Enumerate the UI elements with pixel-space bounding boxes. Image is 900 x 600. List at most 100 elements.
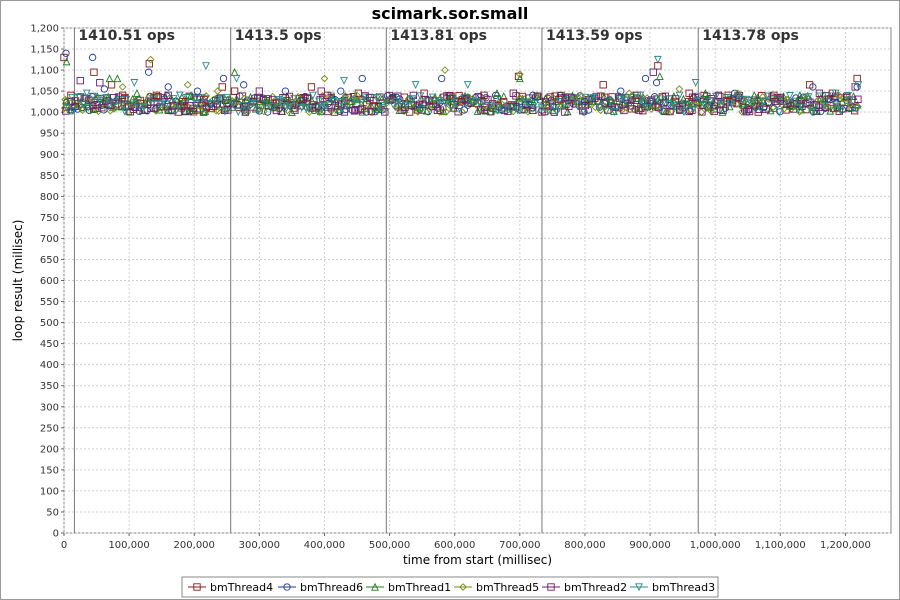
y-tick-label: 0 — [53, 529, 59, 540]
data-point — [277, 107, 285, 115]
data-point — [392, 98, 401, 107]
data-point — [184, 102, 192, 111]
data-point — [619, 94, 628, 103]
data-point — [844, 91, 853, 100]
y-tick-label: 50 — [46, 507, 59, 518]
x-tick-label: 100,000 — [108, 540, 149, 551]
data-point — [636, 91, 645, 100]
data-point — [537, 104, 546, 113]
data-point — [486, 101, 495, 110]
series-bmThread3 — [82, 55, 863, 100]
data-point — [409, 95, 418, 104]
data-point — [68, 94, 76, 102]
legend-label: bmThread4 — [210, 581, 273, 594]
series-bmThread1 — [62, 57, 804, 116]
data-point — [172, 106, 180, 115]
data-point — [778, 101, 787, 109]
x-tick-label: 800,000 — [564, 540, 605, 551]
data-point — [641, 74, 650, 83]
data-point — [223, 93, 232, 102]
data-point — [425, 104, 434, 113]
y-tick-label: 250 — [40, 423, 59, 434]
data-point — [493, 95, 501, 103]
data-point — [661, 95, 670, 104]
data-point — [573, 102, 582, 111]
data-point — [635, 583, 643, 592]
data-point — [152, 91, 161, 99]
data-point — [193, 87, 202, 95]
data-point — [302, 104, 311, 113]
data-point — [417, 96, 426, 104]
data-point — [201, 106, 210, 115]
data-point — [653, 55, 662, 64]
data-point — [615, 95, 624, 104]
iteration-ops-label: 1413.5 ops — [235, 28, 322, 44]
data-point — [110, 93, 118, 102]
data-point — [731, 89, 739, 97]
data-point — [457, 97, 465, 106]
data-point — [260, 107, 268, 116]
legend-label: bmThread2 — [564, 581, 627, 594]
data-point — [255, 87, 264, 95]
data-point — [105, 100, 114, 109]
data-point — [62, 49, 70, 57]
data-point — [463, 81, 472, 90]
legend-label: bmThread5 — [476, 581, 539, 594]
data-point — [317, 104, 326, 112]
data-point — [285, 102, 294, 111]
data-point — [548, 102, 557, 111]
data-point — [441, 66, 449, 74]
data-point — [745, 96, 754, 105]
data-point — [821, 102, 829, 111]
data-point — [60, 104, 69, 112]
data-point — [410, 102, 419, 111]
data-point — [809, 83, 817, 91]
data-point — [356, 106, 364, 114]
data-point — [140, 102, 148, 111]
data-point — [689, 105, 698, 114]
data-point — [655, 72, 664, 81]
data-point — [531, 99, 540, 108]
data-point — [118, 91, 127, 99]
data-point — [797, 103, 806, 112]
data-point — [402, 101, 411, 110]
legend-item: bmThread5 — [454, 581, 539, 594]
data-point — [251, 104, 260, 113]
data-point — [482, 94, 490, 102]
data-point — [491, 102, 500, 111]
data-point — [528, 106, 537, 114]
data-point — [503, 104, 512, 113]
data-point — [734, 89, 742, 98]
data-point — [371, 108, 379, 116]
data-point — [175, 91, 184, 100]
data-point — [327, 104, 335, 112]
data-point — [199, 107, 208, 116]
data-point — [102, 94, 111, 102]
data-point — [98, 104, 106, 112]
data-point — [475, 98, 484, 107]
data-point — [290, 94, 299, 103]
data-point — [831, 101, 840, 110]
y-tick-label: 500 — [40, 318, 59, 329]
data-point — [321, 101, 330, 110]
data-point — [529, 91, 537, 99]
data-point — [747, 97, 755, 106]
data-point — [152, 107, 160, 115]
iteration-ops-label: 1413.78 ops — [702, 28, 799, 44]
data-point — [131, 103, 139, 112]
data-point — [821, 103, 829, 112]
data-point — [353, 91, 361, 100]
data-point — [394, 92, 402, 100]
data-point — [184, 93, 193, 102]
data-point — [477, 106, 485, 114]
y-tick-label: 100 — [40, 486, 59, 497]
data-point — [105, 74, 114, 83]
data-point — [625, 89, 634, 98]
data-point — [318, 92, 327, 100]
x-tick-label: 500,000 — [369, 540, 410, 551]
data-point — [145, 60, 153, 68]
data-point — [476, 98, 485, 107]
legend-label: bmThread6 — [300, 581, 363, 594]
data-point — [790, 97, 799, 106]
